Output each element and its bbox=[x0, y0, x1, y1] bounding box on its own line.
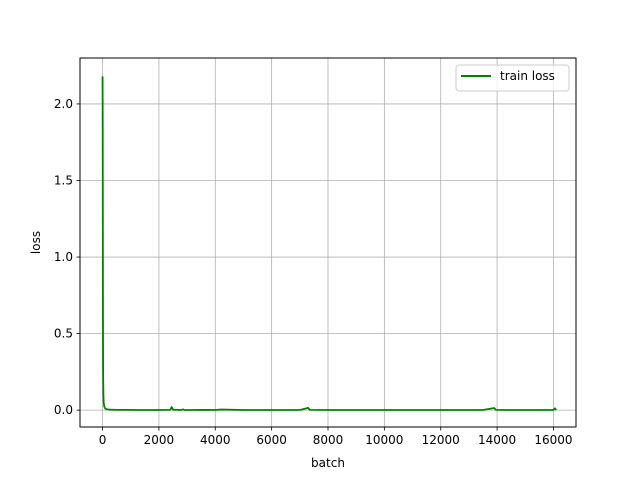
train-loss-line bbox=[101, 76, 557, 411]
x-tick-label: 8000 bbox=[313, 433, 344, 447]
y-tick-label: 0.0 bbox=[54, 403, 73, 417]
x-tick-label: 4000 bbox=[200, 433, 231, 447]
x-axis-ticks: 0 2000 4000 6000 8000 10000 12000 14000 16000 bbox=[99, 427, 573, 447]
legend-label: train loss bbox=[500, 69, 555, 83]
legend-box bbox=[455, 64, 570, 92]
y-tick-label: 1.0 bbox=[54, 250, 73, 264]
y-tick-label: 2.0 bbox=[54, 97, 73, 111]
y-tick-label: 0.5 bbox=[54, 327, 73, 341]
x-tick-label: 12000 bbox=[422, 433, 460, 447]
x-tick-label: 14000 bbox=[478, 433, 516, 447]
x-axis-label: batch bbox=[311, 456, 345, 470]
series-layer bbox=[101, 76, 557, 411]
x-tick-label: 0 bbox=[99, 433, 107, 447]
y-axis-ticks: 0.0 0.5 1.0 1.5 2.0 bbox=[54, 97, 80, 417]
x-tick-label: 2000 bbox=[144, 433, 175, 447]
x-tick-label: 10000 bbox=[365, 433, 403, 447]
y-axis-label: loss bbox=[29, 231, 43, 254]
x-tick-label: 6000 bbox=[256, 433, 287, 447]
y-tick-label: 1.5 bbox=[54, 173, 73, 187]
legend: train loss bbox=[455, 64, 570, 92]
x-tick-label: 16000 bbox=[534, 433, 572, 447]
